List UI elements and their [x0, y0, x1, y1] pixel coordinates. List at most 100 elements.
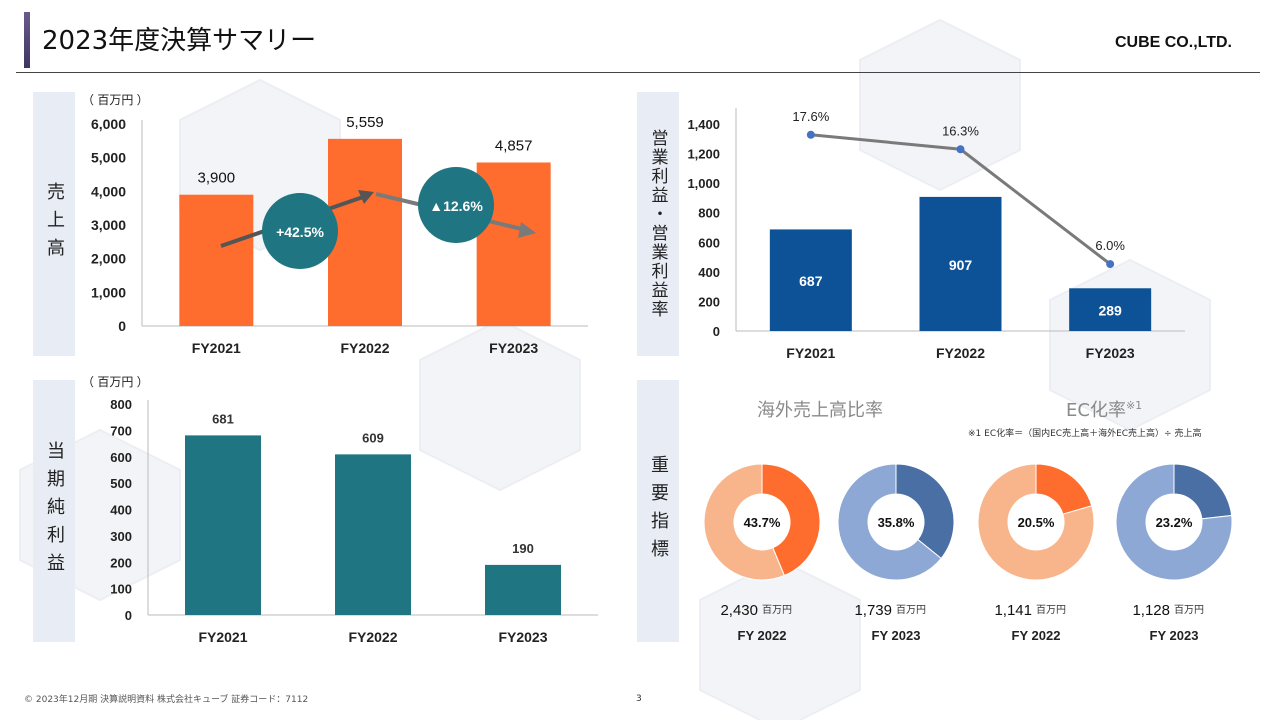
- y-tick-label: 200: [698, 294, 720, 309]
- y-tick-label: 2,000: [91, 251, 126, 267]
- bar: [769, 229, 852, 331]
- donut-percent-label: 35.8%: [878, 515, 915, 530]
- y-tick-label: 0: [118, 318, 126, 334]
- sales-chart: （ 百万円 ） 0 1,000 2,000 3,000 4,000 5,000 6,000 3,…: [82, 93, 588, 356]
- margin-marker: [1106, 260, 1115, 269]
- donut-segment-rest: [703, 463, 786, 581]
- data-label: 907: [949, 257, 973, 273]
- page-title: 2023年度決算サマリー: [42, 26, 317, 56]
- donut-amount: 1,141: [994, 602, 1032, 619]
- bar: [919, 196, 1002, 331]
- y-tick-label: 1,200: [687, 147, 720, 162]
- donut-year-label: FY 2022: [738, 628, 787, 643]
- y-tick-label: 800: [110, 397, 132, 412]
- trend-arrow-down-head: [518, 222, 536, 238]
- decline-badge-label: ▲12.6%: [429, 198, 483, 214]
- bar: [179, 194, 254, 326]
- sales-panel-label: 売上高: [33, 92, 75, 356]
- donut-amount: 1,128: [1132, 602, 1170, 619]
- net-income-panel-label: 当期純利益: [33, 380, 75, 642]
- bar: [328, 138, 402, 326]
- y-tick-label: 6,000: [91, 116, 126, 132]
- ec-ratio-title-text: EC化率: [1066, 400, 1126, 421]
- x-tick-label: FY2021: [192, 340, 241, 356]
- donut-segment-rest: [977, 463, 1095, 581]
- donut-percent-label: 20.5%: [1018, 515, 1055, 530]
- donut-amount-unit: 百万円: [896, 604, 926, 616]
- donut-segment-rest: [837, 463, 942, 581]
- donut-year-label: FY 2022: [1012, 628, 1061, 643]
- data-label: 609: [362, 430, 384, 445]
- x-tick-label: FY2022: [340, 340, 389, 356]
- donut-percent-label: 23.2%: [1156, 515, 1193, 530]
- donut-year-label: FY 2023: [872, 628, 921, 643]
- footer-copyright: © 2023年12月期 決算説明資料 株式会社キューブ 証券コード：7112: [24, 695, 309, 705]
- data-label: 3,900: [198, 170, 236, 187]
- company-name: CUBE CO.,LTD.: [1114, 34, 1232, 51]
- donut-segment-share: [1173, 463, 1233, 520]
- overseas-ratio-title: 海外売上高比率: [757, 400, 883, 421]
- margin-marker: [806, 130, 815, 139]
- donut-amount-unit: 百万円: [1036, 604, 1066, 616]
- y-tick-label: 400: [110, 503, 132, 518]
- bar: [335, 454, 411, 615]
- title-accent-bar: [24, 12, 30, 68]
- header-divider: [16, 72, 1260, 73]
- y-tick-label: 600: [698, 235, 720, 250]
- donut-segment-share: [761, 463, 821, 577]
- margin-label: 16.3%: [942, 123, 979, 138]
- data-label: 681: [212, 411, 234, 426]
- operating-profit-chart: 0 200 400 600 800 1,000 1,200 1,400 687 FY2021 907…: [687, 108, 1185, 361]
- x-tick-label: FY2023: [498, 629, 547, 645]
- x-tick-label: FY2023: [489, 340, 538, 356]
- data-label: 190: [512, 541, 534, 556]
- growth-badge: [262, 193, 338, 269]
- ec-ratio-footnote-mark: ※1: [1125, 399, 1143, 412]
- y-tick-label: 300: [110, 529, 132, 544]
- donut-year-label: FY 2023: [1150, 628, 1199, 643]
- y-tick-label: 700: [110, 423, 132, 438]
- data-label: 5,559: [346, 114, 384, 131]
- y-tick-label: 3,000: [91, 217, 126, 233]
- net-income-chart: （ 百万円 ） 0 100 200 300 400 500 600 700 800 681 FY202…: [82, 375, 598, 645]
- bar: [185, 435, 261, 615]
- y-tick-label: 600: [110, 450, 132, 465]
- y-tick-label: 800: [698, 206, 720, 221]
- x-tick-label: FY2022: [936, 345, 985, 361]
- x-tick-label: FY2022: [348, 629, 397, 645]
- donut-segment-share: [1035, 463, 1093, 515]
- y-tick-label: 100: [110, 582, 132, 597]
- y-tick-label: 0: [713, 324, 720, 339]
- y-tick-label: 5,000: [91, 150, 126, 166]
- x-tick-label: FY2021: [198, 629, 247, 645]
- ec-ratio-title: EC化率※1: [1066, 396, 1142, 422]
- data-label: 4,857: [495, 137, 533, 154]
- y-tick-label: 500: [110, 476, 132, 491]
- y-tick-label: 1,400: [687, 117, 720, 132]
- donut-amount: 1,739: [854, 602, 892, 619]
- operating-panel-label: 営業利益・営業利益率: [637, 92, 679, 356]
- y-tick-label: 1,000: [687, 176, 720, 191]
- donut-segment-rest: [1115, 463, 1233, 581]
- growth-badge-label: +42.5%: [276, 224, 324, 240]
- bar: [1069, 288, 1152, 331]
- donut-segment-share: [895, 463, 955, 560]
- donut-amount: 2,430: [720, 602, 758, 619]
- unit-label: （ 百万円 ）: [82, 93, 149, 107]
- y-tick-label: 400: [698, 265, 720, 280]
- x-tick-label: FY2021: [786, 345, 835, 361]
- margin-label: 6.0%: [1095, 238, 1125, 253]
- donut-percent-label: 43.7%: [744, 515, 781, 530]
- trend-arrow-up-head: [358, 190, 374, 204]
- y-tick-label: 0: [125, 608, 132, 623]
- margin-label: 17.6%: [792, 109, 829, 124]
- margin-marker: [956, 145, 965, 154]
- y-tick-label: 200: [110, 555, 132, 570]
- kpi-donut-charts: 43.7% 2,430 百万円 FY 2022 35.8% 1,739 百万円 FY 2023…: [703, 463, 1233, 643]
- y-tick-label: 1,000: [91, 284, 126, 300]
- x-tick-label: FY2023: [1086, 345, 1135, 361]
- y-tick-label: 4,000: [91, 183, 126, 199]
- unit-label: （ 百万円 ）: [82, 375, 149, 389]
- data-label: 289: [1098, 303, 1122, 319]
- bar: [485, 564, 561, 615]
